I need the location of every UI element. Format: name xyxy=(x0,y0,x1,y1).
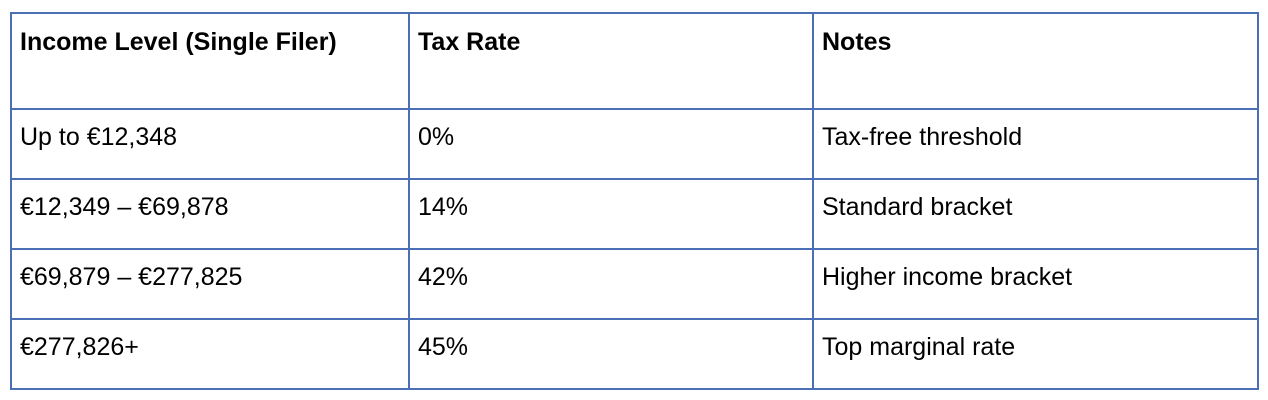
notes-cell: Tax-free threshold xyxy=(812,108,1259,180)
tax-rate-cell: 0% xyxy=(408,108,814,180)
tax-bracket-table: Income Level (Single Filer) Tax Rate Not… xyxy=(10,12,1259,390)
income-level-cell: Up to €12,348 xyxy=(10,108,410,180)
table-row: €69,879 – €277,825 42% Higher income bra… xyxy=(10,248,1259,320)
income-level-cell: €12,349 – €69,878 xyxy=(10,178,410,250)
tax-rate-cell: 42% xyxy=(408,248,814,320)
tax-rate-cell: 45% xyxy=(408,318,814,390)
notes-cell: Standard bracket xyxy=(812,178,1259,250)
header-row: Income Level (Single Filer) Tax Rate Not… xyxy=(10,12,1259,110)
tax-rate-cell: 14% xyxy=(408,178,814,250)
table-row: €12,349 – €69,878 14% Standard bracket xyxy=(10,178,1259,250)
notes-cell: Top marginal rate xyxy=(812,318,1259,390)
table-row: €277,826+ 45% Top marginal rate xyxy=(10,318,1259,390)
header-notes: Notes xyxy=(812,12,1259,110)
notes-cell: Higher income bracket xyxy=(812,248,1259,320)
header-tax-rate: Tax Rate xyxy=(408,12,814,110)
table-row: Up to €12,348 0% Tax-free threshold xyxy=(10,108,1259,180)
income-level-cell: €69,879 – €277,825 xyxy=(10,248,410,320)
income-level-cell: €277,826+ xyxy=(10,318,410,390)
header-income-level: Income Level (Single Filer) xyxy=(10,12,410,110)
